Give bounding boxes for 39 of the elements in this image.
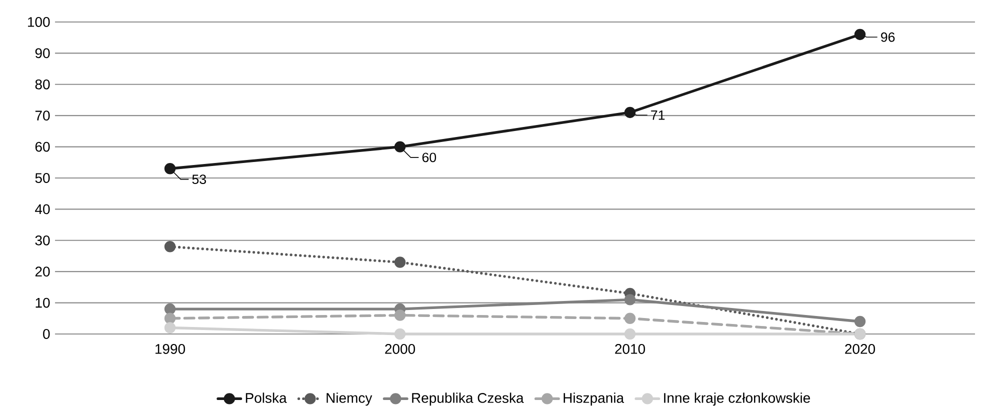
point bbox=[854, 316, 866, 328]
y-tick-label: 90 bbox=[35, 48, 50, 58]
data-label: 53 bbox=[192, 174, 206, 184]
x-tick-label: 2010 bbox=[615, 344, 646, 354]
legend-label: Polska bbox=[246, 392, 287, 403]
data-label: 96 bbox=[881, 32, 895, 42]
point bbox=[164, 241, 176, 252]
y-tick-label: 100 bbox=[28, 17, 50, 27]
y-tick-label: 0 bbox=[43, 329, 50, 339]
point bbox=[164, 312, 176, 324]
y-tick-label: 80 bbox=[35, 79, 50, 90]
point bbox=[394, 310, 406, 321]
x-tick-label: 1990 bbox=[156, 344, 186, 354]
point bbox=[164, 303, 176, 315]
point bbox=[624, 294, 636, 306]
y-tick-label: 50 bbox=[35, 173, 50, 183]
data-label: 71 bbox=[651, 110, 665, 120]
legend-label: Niemcy bbox=[326, 392, 372, 406]
y-tick-label: 70 bbox=[35, 110, 50, 121]
point bbox=[164, 322, 176, 334]
point bbox=[624, 328, 636, 340]
legend-label: Hiszpania bbox=[564, 392, 624, 406]
x-tick-label: 2000 bbox=[385, 344, 416, 354]
point bbox=[854, 28, 866, 40]
point bbox=[394, 141, 406, 152]
point bbox=[164, 163, 176, 174]
data-label: 60 bbox=[422, 152, 436, 162]
x-tick-label: 2020 bbox=[845, 344, 876, 354]
y-tick-label: 10 bbox=[36, 298, 50, 308]
y-tick-label: 60 bbox=[35, 142, 50, 152]
point bbox=[394, 256, 406, 268]
point bbox=[624, 312, 636, 324]
y-tick-label: 30 bbox=[35, 235, 50, 246]
legend-label: Republika Czeska bbox=[412, 392, 524, 406]
y-tick-label: 20 bbox=[35, 266, 50, 277]
y-tick-label: 40 bbox=[35, 204, 50, 214]
point bbox=[624, 106, 636, 118]
legend-label: Inne kraje członkowskie bbox=[664, 392, 810, 406]
point bbox=[394, 328, 406, 340]
